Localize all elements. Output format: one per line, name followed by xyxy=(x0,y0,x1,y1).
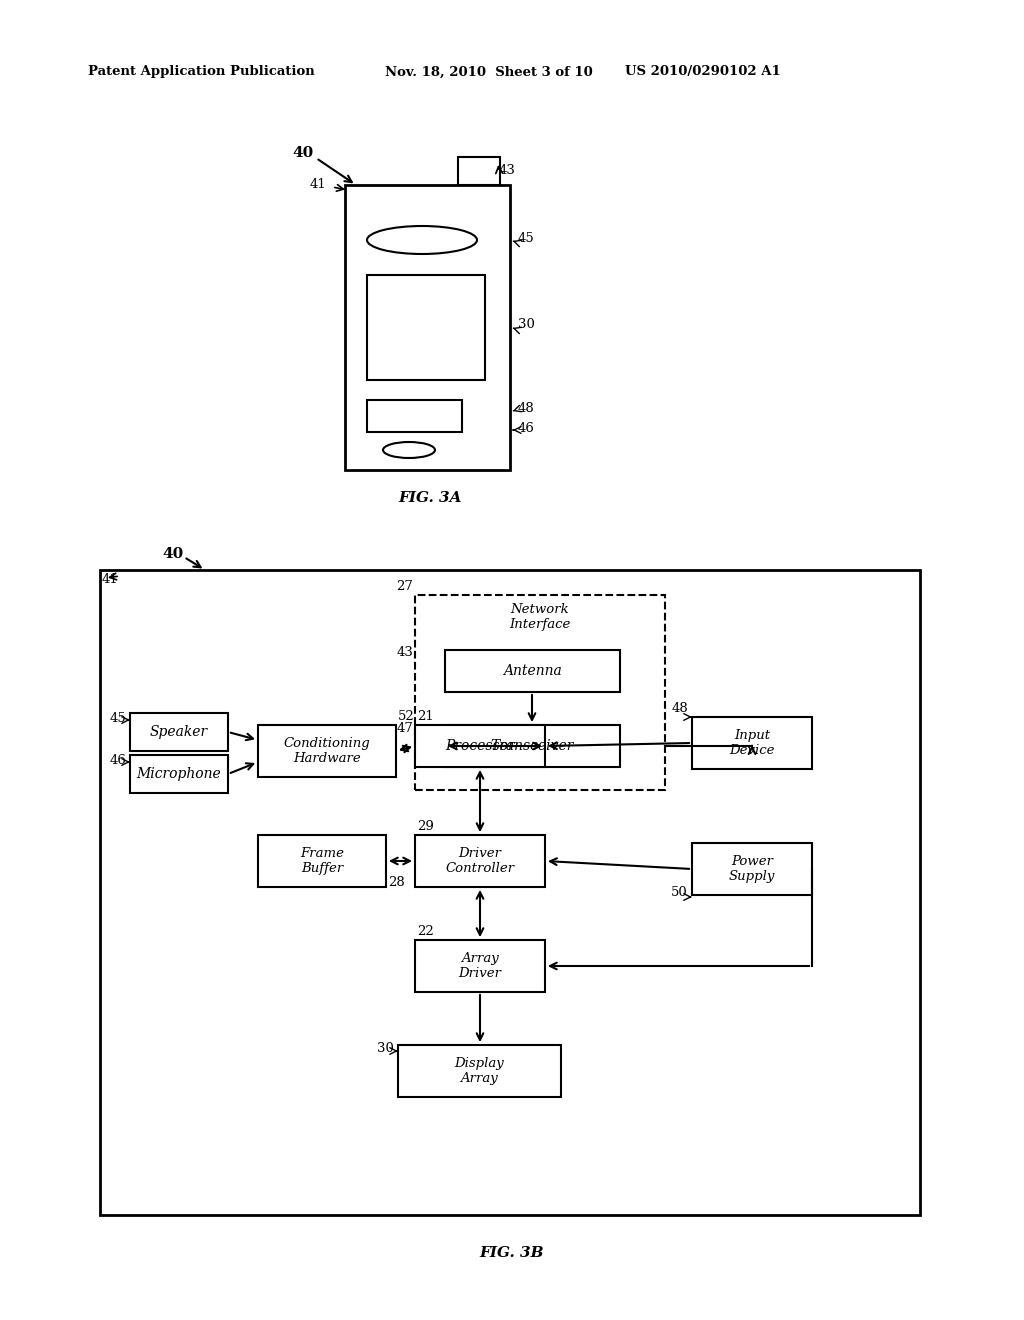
Text: 41: 41 xyxy=(102,573,119,586)
Text: 48: 48 xyxy=(518,401,535,414)
Text: Network
Interface: Network Interface xyxy=(509,603,570,631)
Text: 45: 45 xyxy=(110,711,126,725)
Bar xyxy=(692,717,812,770)
Text: Antenna: Antenna xyxy=(503,664,561,678)
Bar xyxy=(367,275,485,380)
Text: 52: 52 xyxy=(398,710,415,723)
Text: Array
Driver: Array Driver xyxy=(459,952,502,979)
Bar xyxy=(398,1045,561,1097)
Text: 40: 40 xyxy=(293,147,313,160)
Text: 29: 29 xyxy=(417,820,434,833)
Text: 40: 40 xyxy=(163,546,183,561)
Text: Display
Array: Display Array xyxy=(454,1057,504,1085)
Text: 43: 43 xyxy=(499,164,516,177)
Text: Power
Supply: Power Supply xyxy=(729,855,775,883)
Text: Input
Device: Input Device xyxy=(729,729,775,756)
Text: FIG. 3B: FIG. 3B xyxy=(480,1246,544,1261)
Bar xyxy=(415,725,545,767)
Text: 43: 43 xyxy=(396,647,413,660)
Bar xyxy=(415,940,545,993)
Bar xyxy=(345,185,510,470)
Bar xyxy=(367,400,462,432)
Text: Driver
Controller: Driver Controller xyxy=(445,847,515,875)
Text: 27: 27 xyxy=(396,579,413,593)
Text: 22: 22 xyxy=(417,925,434,939)
Text: FIG. 3A: FIG. 3A xyxy=(398,491,462,506)
Text: 30: 30 xyxy=(518,318,535,331)
Ellipse shape xyxy=(367,226,477,253)
Bar xyxy=(415,836,545,887)
Bar xyxy=(130,713,228,751)
Text: Processor: Processor xyxy=(445,739,515,752)
Text: Microphone: Microphone xyxy=(136,767,221,781)
Bar xyxy=(100,570,920,1214)
Text: 30: 30 xyxy=(377,1043,394,1056)
Text: 41: 41 xyxy=(309,178,326,191)
Text: Conditioning
Hardware: Conditioning Hardware xyxy=(284,737,371,766)
Text: Patent Application Publication: Patent Application Publication xyxy=(88,66,314,78)
Bar xyxy=(445,649,620,692)
Bar xyxy=(458,157,500,185)
Text: Speaker: Speaker xyxy=(150,725,208,739)
Bar xyxy=(258,725,396,777)
Text: 46: 46 xyxy=(518,421,535,434)
Bar xyxy=(258,836,386,887)
Text: 50: 50 xyxy=(672,886,688,899)
Text: Frame
Buffer: Frame Buffer xyxy=(300,847,344,875)
Text: 47: 47 xyxy=(396,722,413,734)
Bar xyxy=(445,725,620,767)
Text: US 2010/0290102 A1: US 2010/0290102 A1 xyxy=(625,66,780,78)
Text: 21: 21 xyxy=(417,710,434,723)
Bar xyxy=(415,595,665,789)
Bar xyxy=(130,755,228,793)
Bar xyxy=(692,843,812,895)
Text: 28: 28 xyxy=(388,876,404,888)
Text: 46: 46 xyxy=(110,754,126,767)
Text: Transceiver: Transceiver xyxy=(490,739,573,752)
Ellipse shape xyxy=(383,442,435,458)
Text: 48: 48 xyxy=(672,702,688,715)
Text: 45: 45 xyxy=(518,231,535,244)
Text: Nov. 18, 2010  Sheet 3 of 10: Nov. 18, 2010 Sheet 3 of 10 xyxy=(385,66,593,78)
